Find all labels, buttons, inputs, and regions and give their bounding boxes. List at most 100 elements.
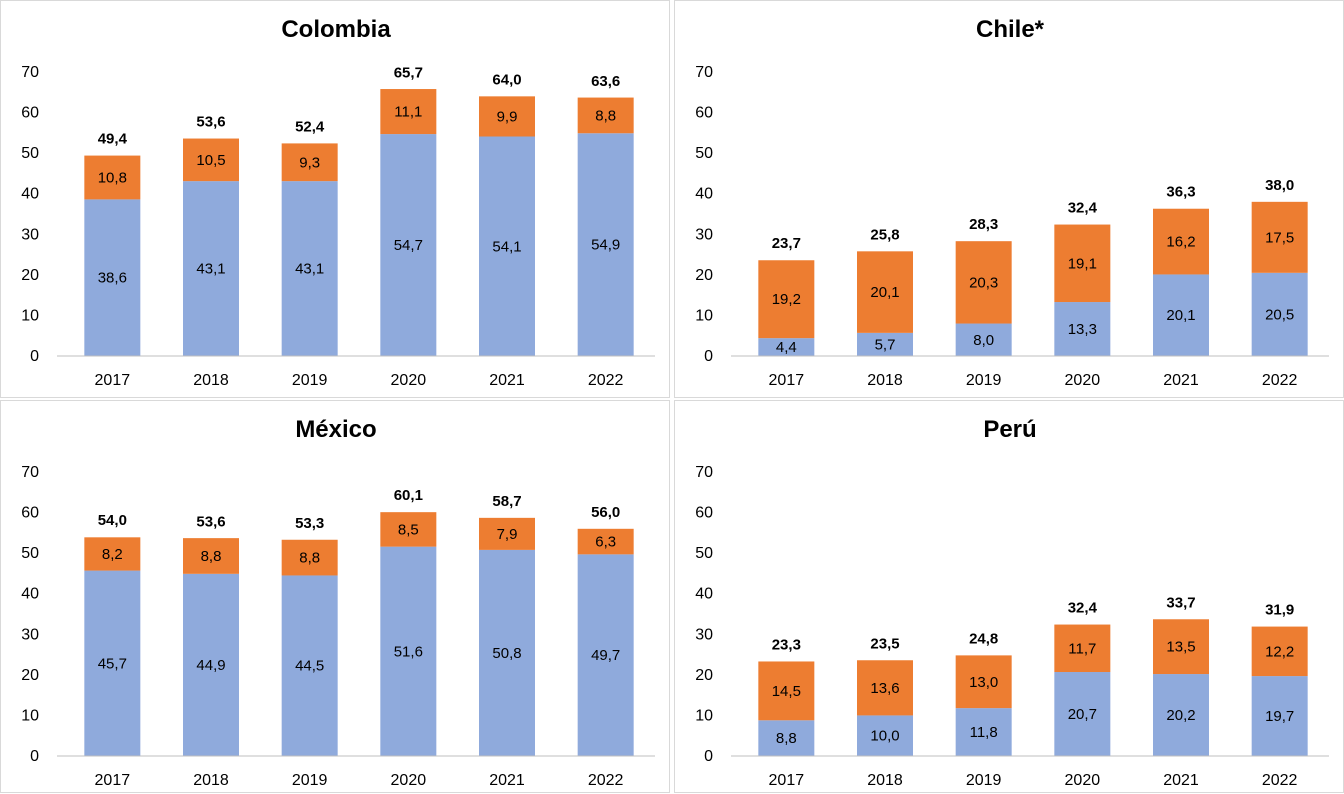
x-tick-label: 2022 — [588, 772, 624, 789]
y-tick-label: 40 — [695, 586, 713, 603]
segment-value-label: 8,0 — [973, 332, 994, 349]
segment-value-label: 8,5 — [398, 521, 419, 538]
bar-segment-top — [577, 528, 634, 555]
chart-title: Chile* — [976, 16, 1045, 43]
bar-segment-bottom — [1054, 672, 1111, 756]
y-tick-label: 60 — [21, 505, 39, 522]
bar-segment-top — [1251, 626, 1308, 677]
bar-segment-top — [479, 96, 535, 137]
y-tick-label: 70 — [21, 464, 39, 481]
y-tick-label: 70 — [21, 64, 39, 81]
chart-chile: Chile* 0 10 20 30 40 50 60 70 4,4 19,2 23,7 2017 5,7 2… — [695, 16, 1329, 389]
bar-segment-top — [577, 97, 634, 134]
y-tick-label: 10 — [695, 707, 713, 724]
segment-value-label: 11,8 — [970, 724, 998, 741]
segment-value-label: 50,8 — [492, 645, 521, 662]
bar-segment-top — [281, 143, 338, 182]
y-tick-label: 60 — [21, 105, 39, 122]
bar-segment-bottom — [857, 332, 913, 356]
segment-value-label: 4,4 — [776, 339, 797, 356]
x-tick-label: 2020 — [1065, 772, 1101, 789]
bar-segment-top — [1153, 619, 1209, 675]
bar-segment-bottom — [380, 134, 437, 356]
x-tick-label: 2017 — [769, 372, 805, 389]
y-tick-label: 0 — [30, 348, 39, 365]
x-tick-label: 2017 — [95, 372, 131, 389]
segment-value-label: 12,2 — [1265, 643, 1294, 660]
segment-value-label: 8,8 — [299, 550, 320, 567]
y-tick-label: 20 — [21, 267, 39, 284]
y-tick-label: 20 — [695, 267, 713, 284]
bar-segment-top — [955, 655, 1012, 709]
y-tick-label: 50 — [21, 545, 39, 562]
chart-panel-peru: Perú 0 10 20 30 40 50 60 70 8,8 14,5 23,3 2017 10,0 13… — [674, 400, 1344, 793]
segment-value-label: 54,7 — [394, 237, 423, 254]
x-tick-label: 2019 — [966, 372, 1002, 389]
total-value-label: 54,0 — [98, 512, 127, 529]
bar-segment-top — [183, 138, 239, 182]
segment-value-label: 6,3 — [595, 534, 616, 551]
x-tick-label: 2021 — [1163, 772, 1199, 789]
segment-value-label: 9,3 — [299, 154, 320, 171]
bar-segment-bottom — [955, 708, 1012, 756]
bar-segment-top — [1054, 624, 1111, 673]
segment-value-label: 14,5 — [772, 683, 801, 700]
segment-value-label: 20,1 — [1166, 307, 1195, 324]
bar-segment-bottom — [281, 181, 338, 356]
segment-value-label: 20,5 — [1265, 306, 1294, 323]
x-tick-label: 2018 — [193, 372, 229, 389]
chart-panel-colombia: Colombia 0 10 20 30 40 50 60 70 38,6 10,8 49,4 2017 4… — [0, 0, 670, 398]
segment-value-label: 51,6 — [394, 643, 423, 660]
bar-segment-bottom — [479, 549, 535, 756]
segment-value-label: 44,5 — [295, 658, 324, 675]
y-tick-label: 30 — [21, 226, 39, 243]
total-value-label: 23,7 — [772, 235, 801, 252]
bar-segment-bottom — [577, 554, 634, 756]
y-tick-label: 10 — [21, 307, 39, 324]
bar-segment-bottom — [1251, 272, 1308, 356]
bar-segment-top — [380, 89, 437, 135]
segment-value-label: 19,1 — [1068, 255, 1097, 272]
segment-value-label: 10,5 — [196, 152, 225, 169]
total-value-label: 36,3 — [1166, 184, 1195, 201]
segment-value-label: 44,9 — [196, 657, 225, 674]
segment-value-label: 17,5 — [1265, 229, 1294, 246]
bar-segment-top — [84, 155, 141, 200]
total-value-label: 56,0 — [591, 504, 620, 521]
bar-segment-top — [857, 251, 913, 333]
bar-segment-bottom — [1251, 676, 1308, 756]
y-tick-label: 70 — [695, 64, 713, 81]
chart-title: México — [295, 416, 376, 443]
segment-value-label: 8,8 — [776, 730, 797, 747]
bar-segment-top — [758, 260, 815, 339]
segment-value-label: 13,3 — [1068, 321, 1097, 338]
bar-segment-bottom — [183, 573, 239, 756]
bar-segment-top — [1153, 208, 1209, 275]
x-tick-label: 2022 — [1262, 772, 1298, 789]
x-tick-label: 2021 — [1163, 372, 1199, 389]
segment-value-label: 54,1 — [492, 238, 521, 255]
bar-segment-bottom — [1153, 274, 1209, 356]
chart-title: Perú — [983, 416, 1036, 443]
y-tick-label: 10 — [21, 707, 39, 724]
y-tick-label: 50 — [21, 145, 39, 162]
x-tick-label: 2019 — [966, 772, 1002, 789]
x-tick-label: 2019 — [292, 772, 328, 789]
bar-segment-top — [1054, 224, 1111, 303]
y-tick-label: 0 — [704, 748, 713, 765]
bar-segment-top — [479, 517, 535, 550]
y-tick-label: 70 — [695, 464, 713, 481]
bar-segment-bottom — [758, 338, 815, 356]
chart-peru: Perú 0 10 20 30 40 50 60 70 8,8 14,5 23,3 2017 10,0 13… — [695, 416, 1329, 789]
y-tick-label: 40 — [21, 586, 39, 603]
x-tick-label: 2018 — [867, 772, 903, 789]
y-tick-label: 20 — [21, 667, 39, 684]
x-tick-label: 2017 — [769, 772, 805, 789]
bar-segment-top — [758, 661, 815, 721]
segment-value-label: 11,7 — [1068, 640, 1096, 657]
total-value-label: 24,8 — [969, 630, 998, 647]
y-tick-label: 40 — [21, 186, 39, 203]
bar-segment-bottom — [84, 199, 141, 356]
total-value-label: 49,4 — [98, 131, 128, 148]
